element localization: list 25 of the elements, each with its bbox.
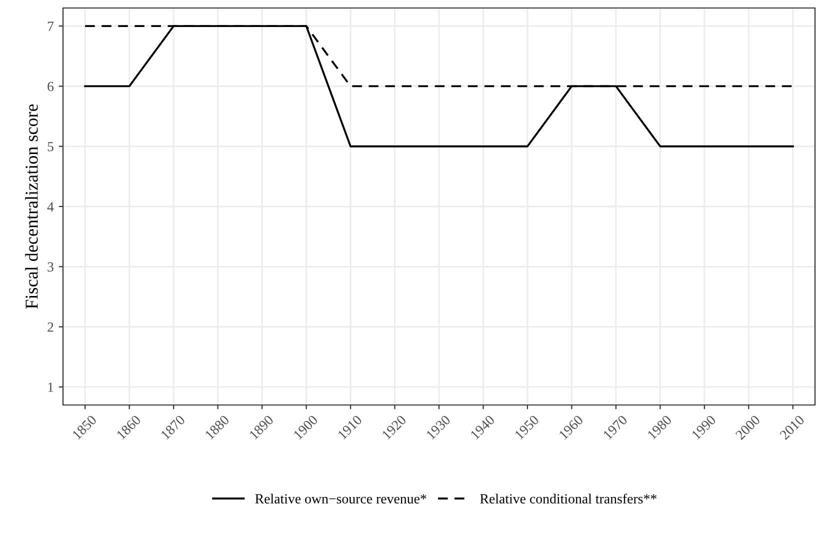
y-axis-title: Fiscal decentralization score <box>25 104 38 309</box>
x-tick-label: 1870 <box>160 414 186 440</box>
x-tick-label: 1970 <box>602 414 628 440</box>
x-tick-label: 1960 <box>558 414 584 440</box>
y-tick-label: 3 <box>48 262 54 272</box>
x-tick-label: 1950 <box>514 414 540 440</box>
x-tick-label: 1920 <box>382 414 407 440</box>
legend-label: Relative conditional transfers** <box>480 494 656 504</box>
y-tick-label: 4 <box>47 202 54 212</box>
x-tick-label: 1880 <box>204 414 230 440</box>
x-tick-label: 1900 <box>293 414 318 440</box>
legend-label: Relative own−source revenue* <box>255 494 426 504</box>
x-tick-label: 1940 <box>470 414 496 440</box>
y-tick-label: 2 <box>48 322 54 332</box>
y-tick-label: 7 <box>48 22 54 31</box>
x-tick-label: 1930 <box>426 414 451 440</box>
y-tick-label: 5 <box>48 142 54 152</box>
x-tick-label: 1850 <box>72 414 98 440</box>
x-tick-label: 1910 <box>337 414 362 440</box>
x-tick-label: 1980 <box>647 414 672 440</box>
x-tick-label: 1860 <box>116 414 142 440</box>
y-tick-label: 1 <box>48 382 54 392</box>
y-tick-label: 6 <box>48 82 54 92</box>
x-tick-label: 1890 <box>248 414 274 440</box>
x-tick-label: 1990 <box>691 414 716 440</box>
